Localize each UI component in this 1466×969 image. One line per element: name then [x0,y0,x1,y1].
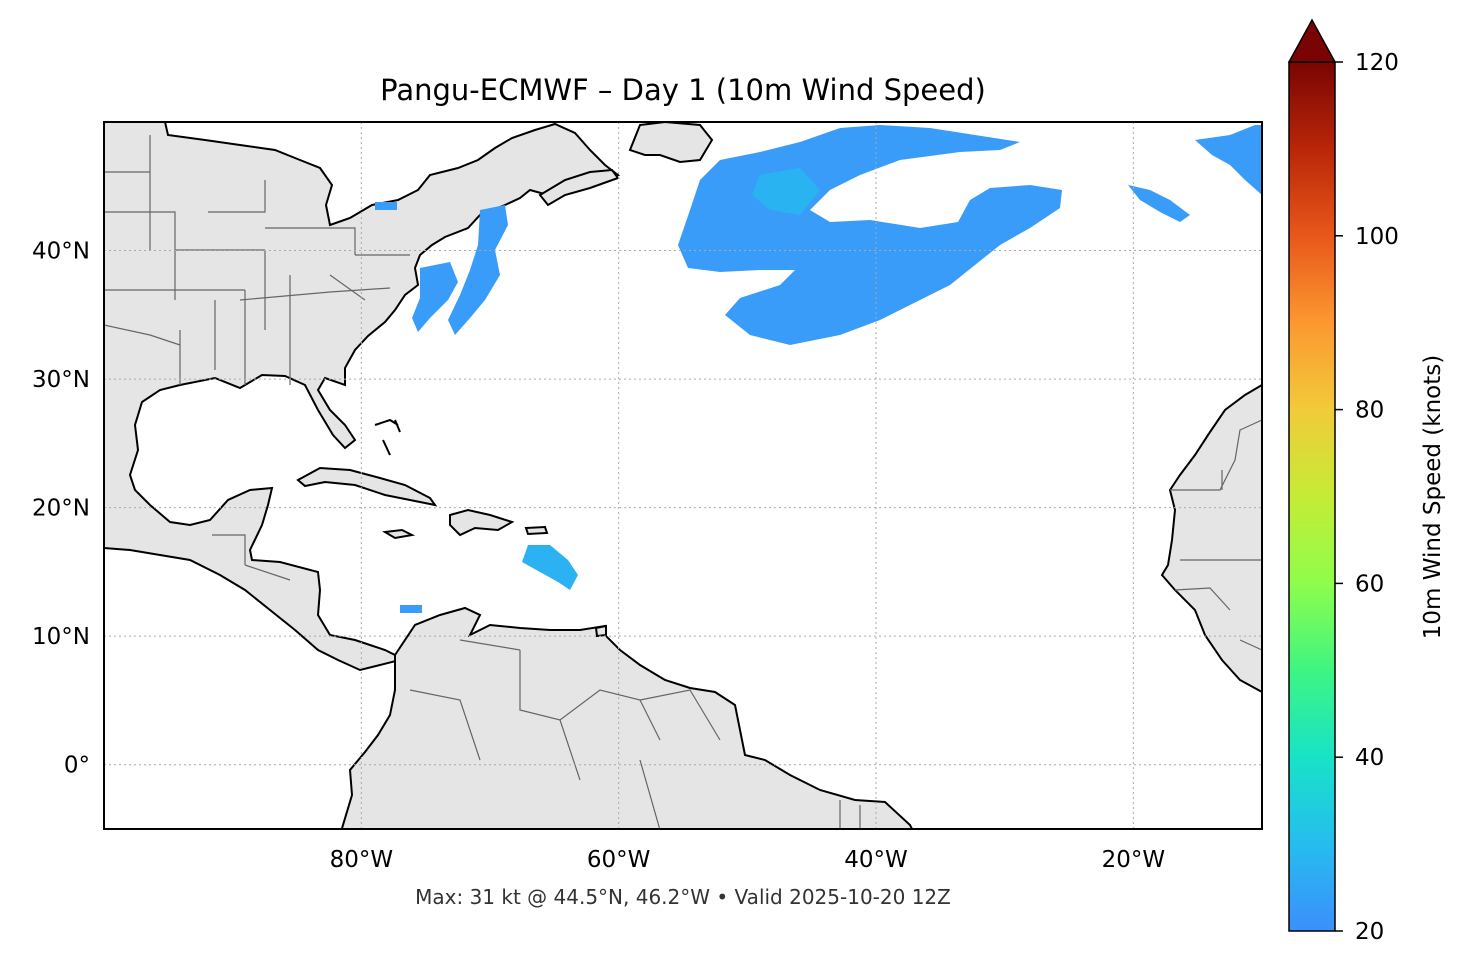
lon-tick-label: 60°W [587,847,651,873]
land-south-america [340,606,914,829]
map-frame [103,121,1263,830]
land-bahamas [374,418,401,456]
political-borders [104,135,1262,829]
colorbar-gradient [1288,61,1336,932]
colorbar-tick-label: 40 [1355,745,1384,771]
lon-tick-label: 40°W [844,847,908,873]
colorbar-ticks: 20 40 60 80 100 120 [1335,50,1399,945]
land-hispaniola [449,508,515,537]
land-cuba [296,466,438,507]
wind-patch-us-coast-2 [412,262,458,332]
colorbar-label: 10m Wind Speed (knots) [1420,355,1446,639]
wind-speed-field [375,125,1262,613]
colorbar-tick-label: 100 [1355,224,1399,250]
wind-core-mid-atlantic [752,168,820,215]
land-africa [1160,383,1262,694]
colorbar: 20 40 60 80 100 120 10m Wind Speed (knots) [1287,18,1446,945]
lat-tick-label: 0° [64,753,90,779]
wind-patch-azores [1128,185,1190,222]
lon-tick-label: 80°W [330,847,394,873]
lat-tick-label: 10°N [32,624,90,650]
latitude-labels: 40°N 30°N 20°N 10°N 0° [32,239,90,779]
lon-tick-label: 20°W [1102,847,1166,873]
max-wind-footer: Max: 31 kt @ 44.5°N, 46.2°W • Valid 2025… [415,885,951,909]
land-jamaica [381,528,416,540]
wind-patch-small [400,605,422,613]
map-title: Pangu-ECMWF – Day 1 (10m Wind Speed) [380,73,986,107]
wind-patch-caribbean [522,545,578,590]
longitude-labels: 80°W 60°W 40°W 20°W [330,847,1166,873]
lat-tick-label: 20°N [32,496,90,522]
land-nova-scotia [538,168,620,207]
gridlines [104,122,1262,829]
lat-tick-label: 40°N [32,239,90,265]
wind-patch-us-coast [448,205,508,335]
colorbar-tick-label: 20 [1355,919,1384,945]
colorbar-tick-label: 120 [1355,50,1399,76]
map-area [104,122,1262,829]
colorbar-extend-arrow [1287,18,1337,63]
land-north-america [104,122,621,672]
wind-patch-east-atlantic [1195,125,1262,195]
colorbar-tick-label: 80 [1355,398,1384,424]
land-trinidad [594,624,607,638]
colorbar-tick-label: 60 [1355,571,1384,597]
wind-patch-small-2 [375,202,397,210]
land-puerto-rico [524,525,549,536]
land-newfoundland [628,122,714,164]
lat-tick-label: 30°N [32,367,90,393]
